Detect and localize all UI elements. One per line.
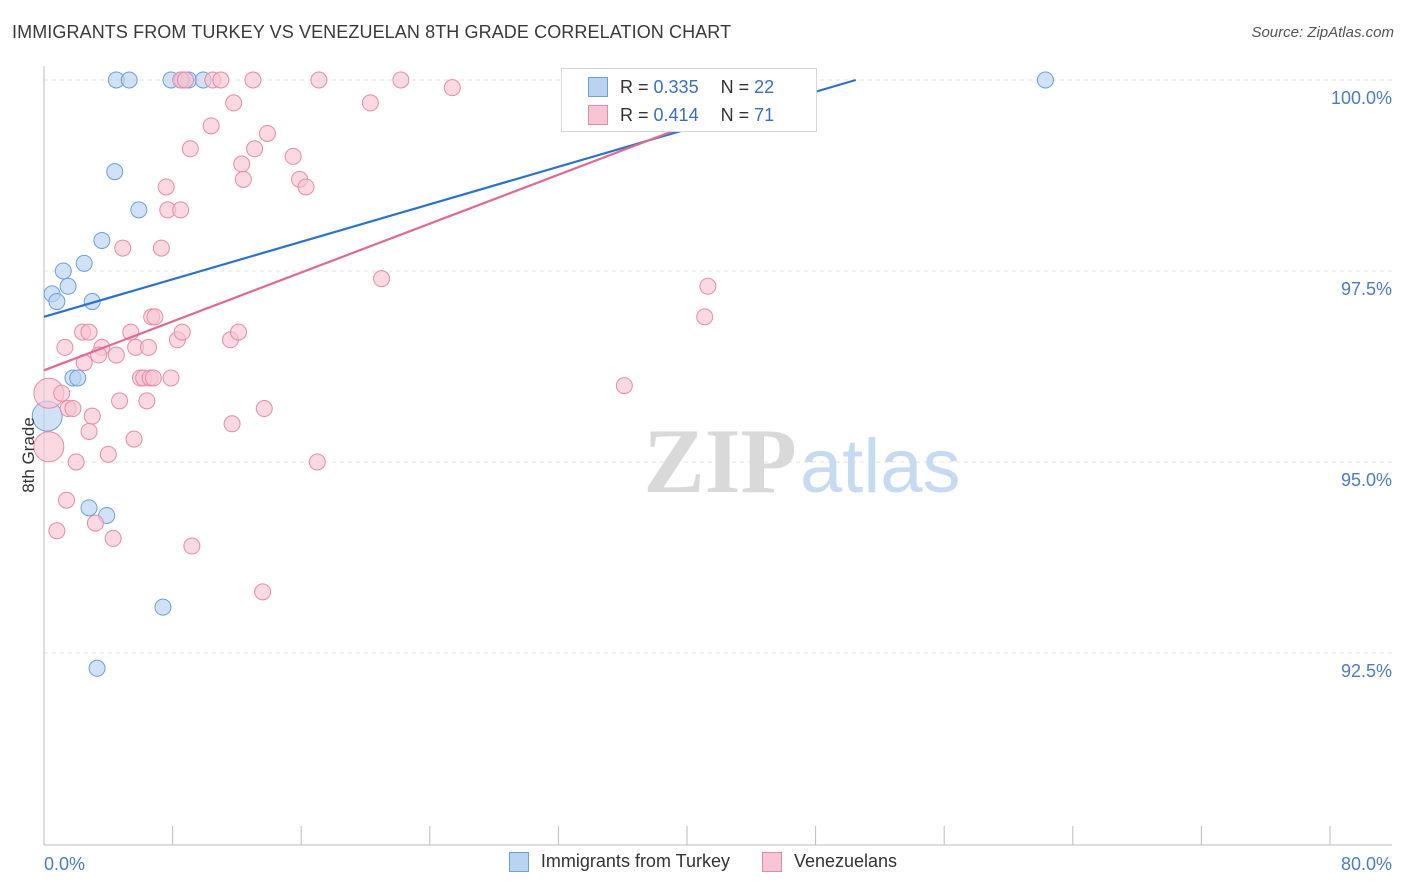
venezuelan-point xyxy=(202,117,220,135)
x-tick-label-min: 0.0% xyxy=(44,854,85,874)
y-tick-label: 95.0% xyxy=(1341,470,1392,490)
bottom-legend-swatch-venezuelans xyxy=(761,851,782,872)
legend-swatch-turkey xyxy=(588,77,608,97)
bottom-legend-item-turkey: Immigrants from Turkey xyxy=(508,851,730,872)
venezuelan-point xyxy=(111,392,129,410)
turkey-point xyxy=(80,499,98,517)
venezuelan-point xyxy=(443,79,461,97)
venezuelan-point xyxy=(53,384,71,402)
legend-row-turkey: R = 0.335 N = 22 xyxy=(588,73,774,101)
legend-n-value: 22 xyxy=(754,76,775,97)
venezuelan-point xyxy=(56,338,74,356)
source-label: Source: ZipAtlas.com xyxy=(1251,24,1394,41)
venezuelan-point xyxy=(64,400,82,418)
turkey-point xyxy=(130,201,148,219)
turkey-point xyxy=(75,254,93,272)
turkey-point xyxy=(59,277,77,295)
venezuelan-point xyxy=(176,71,194,89)
venezuelan-point xyxy=(183,537,201,555)
venezuelan-point xyxy=(162,369,180,387)
venezuelan-point xyxy=(373,270,391,288)
y-tick-label: 97.5% xyxy=(1341,279,1392,299)
turkey-point xyxy=(69,369,87,387)
venezuelan-point xyxy=(67,453,85,471)
x-tick-label-max: 80.0% xyxy=(1341,854,1392,874)
venezuelan-point xyxy=(310,71,328,89)
turkey-point xyxy=(88,659,106,677)
legend-r-label: R = xyxy=(620,104,649,125)
venezuelan-point xyxy=(361,94,379,112)
bottom-legend-item-venezuelans: Venezuelans xyxy=(761,851,898,872)
venezuelan-point xyxy=(212,71,230,89)
venezuelan-point xyxy=(152,239,170,257)
turkey-point xyxy=(93,231,111,249)
venezuelan-point xyxy=(244,71,262,89)
venezuelan-point xyxy=(80,422,98,440)
y-tick-label: 92.5% xyxy=(1341,661,1392,681)
turkey-point xyxy=(120,71,138,89)
venezuelan-point xyxy=(125,430,143,448)
venezuelan-point xyxy=(157,178,175,196)
venezuelan-point xyxy=(699,277,717,295)
bottom-legend-label-turkey: Immigrants from Turkey xyxy=(540,851,730,871)
watermark-zip: ZIP xyxy=(643,410,796,512)
venezuelan-point xyxy=(80,323,98,341)
venezuelan-point xyxy=(48,522,66,540)
y-axis-label: 8th Grade xyxy=(19,417,38,493)
venezuelan-point xyxy=(255,400,273,418)
legend-n-label: N = xyxy=(720,104,750,125)
chart-title: IMMIGRANTS FROM TURKEY VS VENEZUELAN 8TH… xyxy=(12,22,732,42)
venezuelan-point xyxy=(246,140,264,158)
venezuelan-point xyxy=(233,155,251,173)
legend-r-value: 0.414 xyxy=(653,104,699,125)
turkey-point xyxy=(54,262,72,280)
venezuelan-point xyxy=(258,124,276,142)
bottom-legend-swatch-turkey xyxy=(508,851,529,872)
legend: R = 0.335 N = 22 R = 0.414 N = 71 xyxy=(561,68,817,132)
turkey-point xyxy=(48,293,66,311)
venezuelan-point xyxy=(86,514,104,532)
venezuelan-point xyxy=(230,323,248,341)
venezuelan-point xyxy=(297,178,315,196)
venezuelan-point xyxy=(392,71,410,89)
venezuelan-point xyxy=(114,239,132,257)
venezuelan-point xyxy=(284,147,302,165)
venezuelan-point xyxy=(223,415,241,433)
venezuelan-point xyxy=(99,445,117,463)
venezuelan-point xyxy=(181,140,199,158)
venezuelan-point xyxy=(254,583,272,601)
turkey-point xyxy=(106,163,124,181)
venezuelan-point xyxy=(58,491,76,509)
venezuelan-point xyxy=(172,201,190,219)
venezuelan-point xyxy=(234,170,252,188)
venezuelan-point xyxy=(308,453,326,471)
turkey-point xyxy=(1036,71,1054,89)
venezuelan-point xyxy=(104,529,122,547)
venezuelan-point xyxy=(146,308,164,326)
venezuelan-point xyxy=(83,407,101,425)
y-tick-label: 100.0% xyxy=(1331,88,1392,108)
venezuelan-point xyxy=(33,431,65,463)
legend-n-label: N = xyxy=(720,76,750,97)
venezuelan-point xyxy=(173,323,191,341)
legend-swatch-venezuelans xyxy=(588,105,608,125)
legend-r-value: 0.335 xyxy=(653,76,699,97)
legend-row-venezuelans: R = 0.414 N = 71 xyxy=(588,101,774,129)
venezuelan-point xyxy=(138,392,156,410)
legend-n-value: 71 xyxy=(754,104,775,125)
bottom-legend: Immigrants from Turkey Venezuelans xyxy=(0,851,1406,872)
legend-r-label: R = xyxy=(620,76,649,97)
venezuelan-point xyxy=(144,369,162,387)
venezuelan-point xyxy=(107,346,125,364)
venezuelan-point xyxy=(615,377,633,395)
venezuelan-point xyxy=(696,308,714,326)
venezuelan-point xyxy=(139,338,157,356)
watermark-atlas: atlas xyxy=(800,424,961,509)
bottom-legend-label-venezuelans: Venezuelans xyxy=(793,851,898,871)
venezuelan-point xyxy=(225,94,243,112)
turkey-point xyxy=(154,598,172,616)
